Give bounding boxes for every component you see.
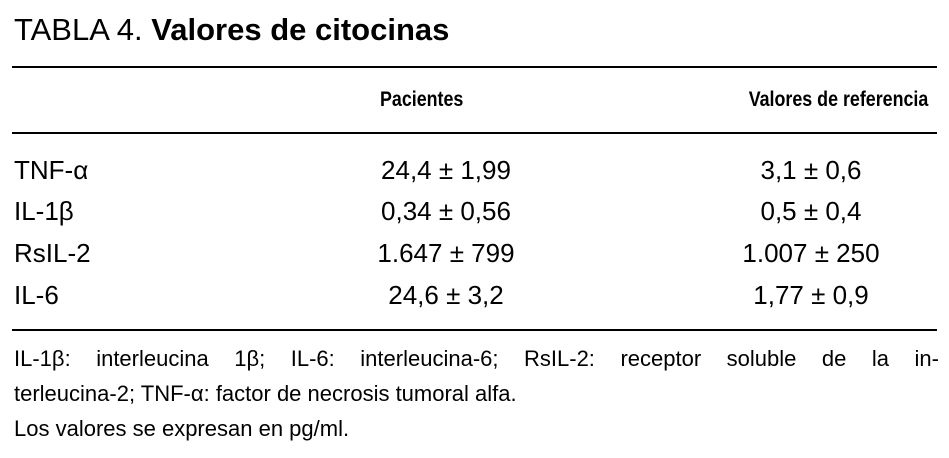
title-label: TABLA 4. <box>14 12 143 47</box>
cell: 24,4 ± 1,99 <box>381 155 511 185</box>
row-label: TNF-α <box>14 155 89 185</box>
rule <box>12 329 937 331</box>
row-label: IL-1β <box>14 196 74 226</box>
note: terleucina-2; TNF-α: factor de necrosis … <box>14 381 517 406</box>
column-header: Valores de referencia <box>748 88 928 111</box>
cell: 24,6 ± 3,2 <box>388 280 504 310</box>
row-label: RsIL-2 <box>14 238 91 268</box>
rule <box>12 132 937 134</box>
note: Los valores se expresan en pg/ml. <box>14 416 350 441</box>
column-header: Pacientes <box>380 88 464 111</box>
cell: 0,5 ± 0,4 <box>760 196 862 226</box>
cell: 0,34 ± 0,56 <box>381 196 511 226</box>
note: IL-1β: interleucina 1β; IL-6: interleuci… <box>14 346 939 371</box>
title: TABLA 4. Valores de citocinas <box>14 12 449 48</box>
rule <box>12 66 937 68</box>
row-label: IL-6 <box>14 280 59 310</box>
cell: 1.647 ± 799 <box>377 238 515 268</box>
cell: 3,1 ± 0,6 <box>760 155 862 185</box>
cell: 1.007 ± 250 <box>742 238 880 268</box>
cell: 1,77 ± 0,9 <box>753 280 869 310</box>
title-text: Valores de citocinas <box>151 12 450 47</box>
